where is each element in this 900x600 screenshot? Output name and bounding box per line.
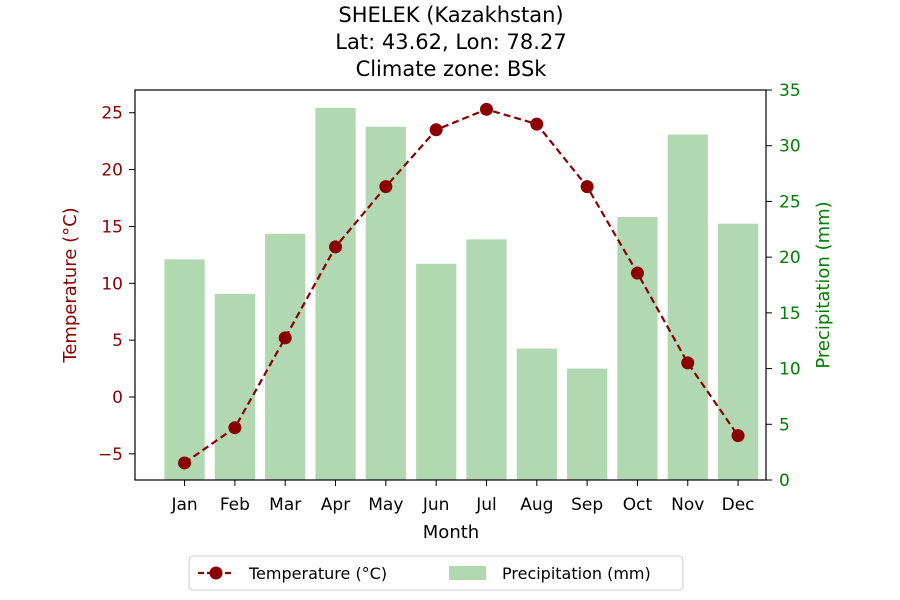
- x-axis-label: Month: [423, 522, 479, 543]
- x-tick-label-feb: Feb: [220, 495, 250, 515]
- chart-title-line-3: Climate zone: BSk: [356, 57, 548, 81]
- x-tick-label-jul: Jul: [475, 495, 497, 515]
- left-tick-label: 10: [101, 274, 123, 294]
- right-tick-label: 25: [779, 192, 801, 212]
- temperature-point-mar: [278, 331, 292, 345]
- x-tick-label-apr: Apr: [321, 495, 350, 515]
- right-tick-label: 15: [779, 304, 801, 324]
- temperature-point-jan: [178, 456, 192, 470]
- left-tick-label: 5: [112, 331, 123, 351]
- precipitation-bar-jul: [466, 239, 507, 480]
- legend-precipitation-swatch: [449, 566, 486, 580]
- temperature-point-jun: [429, 123, 443, 137]
- temperature-point-oct: [630, 266, 644, 280]
- left-tick-label: 25: [101, 104, 123, 124]
- precipitation-bar-mar: [265, 233, 306, 480]
- temperature-point-feb: [228, 421, 242, 435]
- left-axis-ticks: −5 0 5 10 15 20 25: [98, 104, 135, 465]
- x-tick-label-jun: Jun: [422, 495, 450, 515]
- right-tick-label: 0: [779, 471, 790, 491]
- legend: Temperature (°C) Precipitation (mm): [188, 555, 684, 591]
- precipitation-bar-feb: [214, 293, 256, 480]
- precipitation-bar-sep: [566, 368, 608, 480]
- left-axis-label: Temperature (°C): [60, 207, 81, 363]
- right-tick-label: 35: [779, 81, 801, 101]
- legend-box: [188, 555, 684, 591]
- temperature-line-path: [183, 108, 739, 464]
- precipitation-bar-nov: [667, 134, 708, 481]
- right-tick-label: 10: [779, 360, 801, 380]
- legend-temperature-label: Temperature (°C): [248, 564, 387, 583]
- left-tick-label: 20: [101, 161, 123, 181]
- plot-frame: [134, 89, 767, 481]
- precipitation-bar-oct: [617, 217, 658, 480]
- temperature-line: [178, 102, 745, 470]
- right-tick-label: 5: [779, 415, 790, 435]
- precipitation-bar-may: [365, 126, 406, 481]
- x-tick-label-nov: Nov: [671, 495, 704, 515]
- x-tick-label-dec: Dec: [722, 495, 755, 515]
- temperature-point-may: [379, 180, 393, 194]
- temperature-point-nov: [681, 356, 695, 370]
- right-tick-label: 20: [779, 248, 801, 268]
- legend-temperature-marker: [209, 566, 223, 580]
- chart-title-line-2: Lat: 43.62, Lon: 78.27: [335, 30, 566, 54]
- temperature-point-dec: [731, 429, 745, 443]
- left-tick-label: 15: [101, 217, 123, 237]
- x-tick-label-jan: Jan: [170, 495, 197, 515]
- left-tick-label: −5: [98, 445, 123, 465]
- x-tick-label-aug: Aug: [520, 495, 553, 515]
- x-axis-ticks: Jan Feb Mar Apr May Jun Jul Aug Sep Oct Nov Dec: [170, 480, 755, 515]
- chart-title-line-1: SHELEK (Kazakhstan): [338, 3, 563, 27]
- right-axis-label: Precipitation (mm): [813, 201, 834, 368]
- temperature-point-sep: [580, 180, 594, 194]
- temperature-point-jul: [479, 102, 493, 116]
- precipitation-bar-jun: [416, 263, 457, 480]
- legend-precipitation-label: Precipitation (mm): [502, 564, 651, 583]
- x-tick-label-oct: Oct: [623, 495, 653, 515]
- x-tick-label-may: May: [368, 495, 403, 515]
- temperature-point-apr: [329, 240, 343, 254]
- x-tick-label-sep: Sep: [571, 495, 603, 515]
- right-tick-label: 30: [779, 137, 801, 157]
- right-axis-ticks: 0 5 10 15 20 25 30 35: [766, 81, 801, 491]
- precipitation-bar-apr: [315, 107, 356, 480]
- precipitation-bar-aug: [516, 348, 557, 480]
- x-tick-label-mar: Mar: [269, 495, 301, 515]
- left-tick-label: 0: [112, 388, 123, 408]
- precipitation-bar-jan: [164, 259, 205, 480]
- temperature-point-aug: [530, 117, 544, 131]
